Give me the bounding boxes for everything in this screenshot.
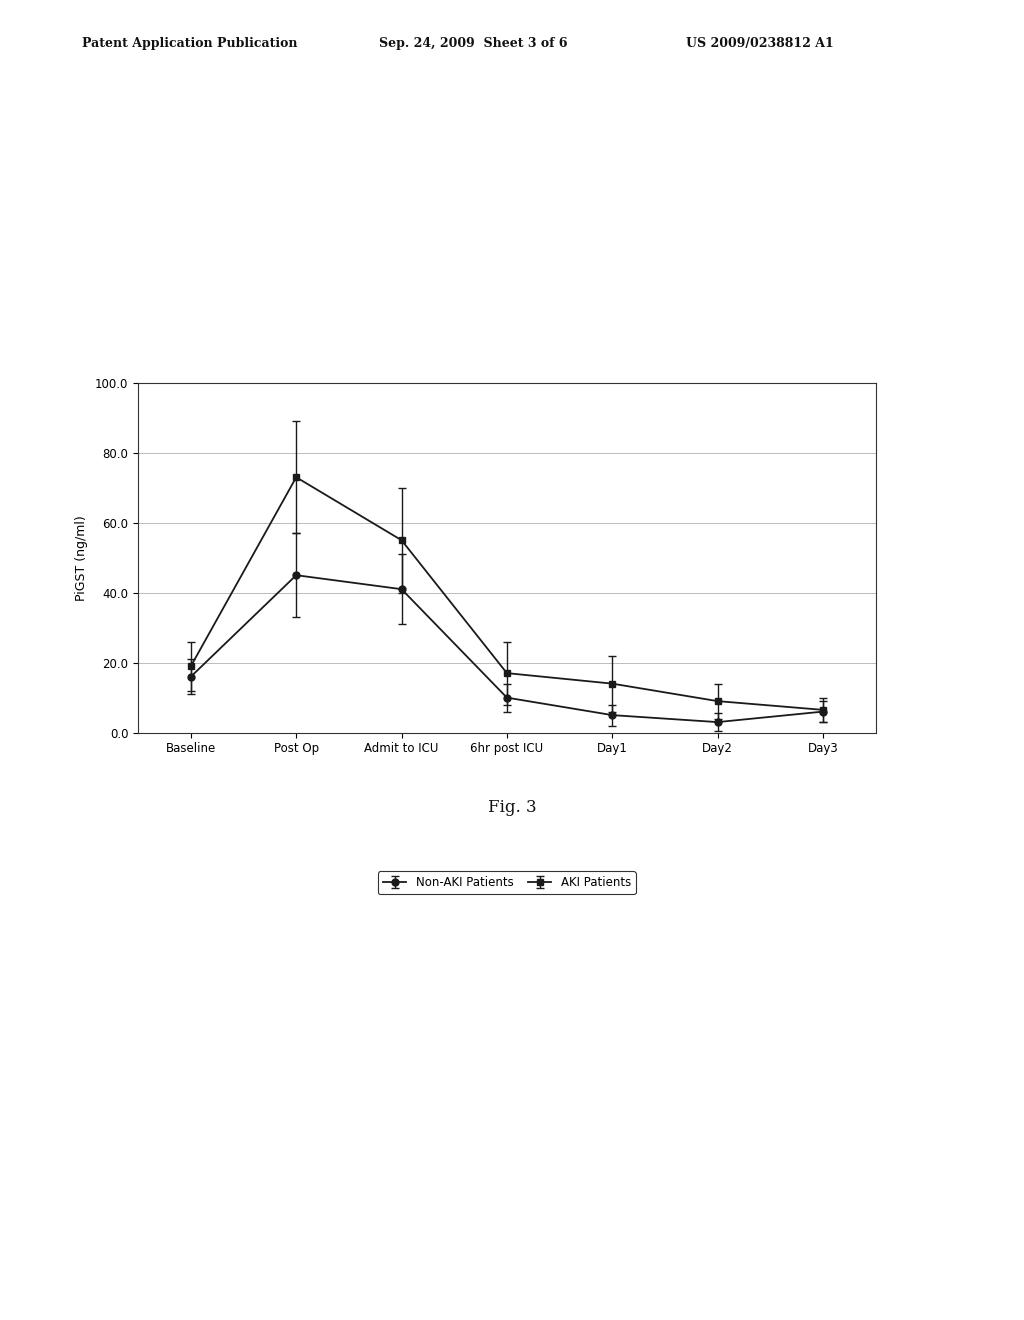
Y-axis label: PiGST (ng/ml): PiGST (ng/ml)	[75, 515, 88, 601]
Text: Sep. 24, 2009  Sheet 3 of 6: Sep. 24, 2009 Sheet 3 of 6	[379, 37, 567, 50]
Text: US 2009/0238812 A1: US 2009/0238812 A1	[686, 37, 834, 50]
Text: Fig. 3: Fig. 3	[487, 799, 537, 816]
Legend: Non-AKI Patients, AKI Patients: Non-AKI Patients, AKI Patients	[378, 871, 636, 894]
Text: Patent Application Publication: Patent Application Publication	[82, 37, 297, 50]
